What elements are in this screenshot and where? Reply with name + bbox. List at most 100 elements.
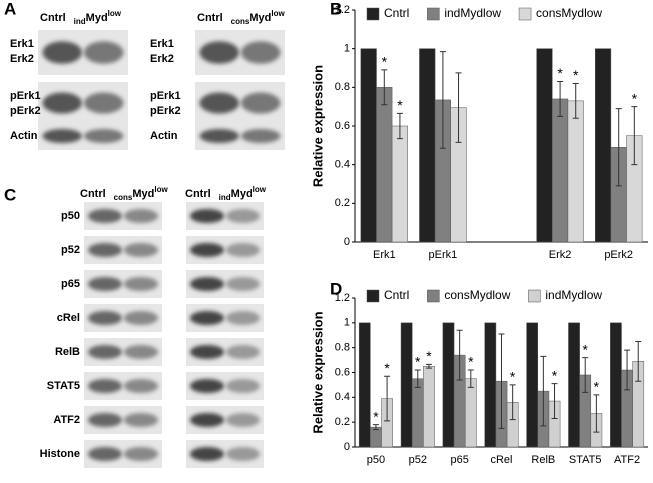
- y-tick-label: 0.4: [335, 159, 350, 171]
- y-tick-label: 0.6: [335, 120, 350, 132]
- x-tick-label: Erk2: [549, 249, 572, 261]
- blot-band: [189, 345, 225, 359]
- bar: [376, 87, 393, 243]
- sup: low: [154, 185, 168, 194]
- blot-band: [189, 447, 225, 461]
- bar: [411, 378, 424, 448]
- blot-row-label: Actin: [10, 130, 38, 142]
- panel-label: D: [330, 279, 342, 298]
- error-bar: [582, 357, 589, 393]
- error-bar: [381, 69, 388, 106]
- error-bar: [467, 369, 474, 388]
- blot-band: [225, 277, 261, 291]
- x-tick-label: pErk2: [604, 249, 633, 261]
- x-tick-label: STAT5: [569, 454, 602, 466]
- significance: *: [384, 360, 390, 376]
- blot-band: [240, 129, 281, 143]
- y-tick-label: 0.8: [335, 342, 350, 354]
- blot-row-label: STAT5: [47, 380, 80, 392]
- bar: [484, 322, 497, 448]
- panel-label: B: [330, 0, 342, 18]
- blot-band: [199, 92, 240, 114]
- bar: [536, 48, 553, 243]
- blot-band: [225, 447, 261, 461]
- bar: [442, 322, 455, 448]
- legend-swatch: [528, 289, 541, 303]
- blot-band: [87, 243, 123, 257]
- y-tick-label: 0.2: [335, 416, 350, 428]
- error-bar: [551, 383, 558, 419]
- significance: *: [594, 379, 600, 395]
- blot-band: [42, 92, 83, 114]
- blot-row-label: p50: [61, 210, 80, 222]
- y-tick-label: 0.2: [335, 197, 350, 209]
- y-tick-label: 1.2: [335, 4, 350, 16]
- bar: [358, 322, 371, 448]
- main: Myd: [249, 12, 271, 24]
- significance: *: [510, 369, 516, 385]
- panel-label: A: [4, 0, 16, 18]
- y-tick-label: 1: [344, 43, 350, 55]
- legend-swatch: [427, 289, 440, 303]
- blot-band: [123, 209, 159, 223]
- significance: *: [426, 348, 432, 364]
- y-tick-label: 0: [344, 236, 350, 248]
- blot-band: [225, 311, 261, 325]
- error-bar: [557, 81, 564, 117]
- panel-label: C: [4, 185, 16, 204]
- sup: low: [253, 185, 267, 194]
- bar: [568, 322, 580, 448]
- x-tick-label: pErk1: [429, 249, 458, 261]
- legend-label: Cntrl: [384, 6, 409, 20]
- blot-header: Cntrl consMydlow: [80, 185, 168, 202]
- blot-band: [123, 243, 159, 257]
- control-label: Cntrl: [197, 12, 223, 24]
- sub: ind: [74, 17, 86, 26]
- blot-band: [123, 447, 159, 461]
- error-bar: [414, 369, 421, 388]
- blot-band: [42, 129, 83, 143]
- blot-band: [189, 311, 225, 325]
- error-bar: [456, 329, 463, 381]
- blot-band: [189, 209, 225, 223]
- bar: [552, 98, 569, 243]
- error-bar: [635, 340, 642, 382]
- bar: [419, 48, 436, 243]
- control-label: Cntrl: [40, 12, 66, 24]
- blot-band: [87, 277, 123, 291]
- blot-row-label: pErk1: [10, 90, 41, 102]
- error-bar: [384, 375, 391, 422]
- blot-row-label: p65: [61, 278, 80, 290]
- blot-band: [42, 41, 83, 64]
- error-bar: [631, 106, 638, 166]
- significance: *: [415, 354, 421, 370]
- y-tick-label: 0: [344, 441, 350, 453]
- significance: *: [397, 97, 403, 113]
- error-bar: [615, 108, 622, 187]
- bar: [567, 100, 584, 243]
- blot-band: [240, 41, 281, 64]
- y-tick-label: 1.2: [335, 292, 350, 304]
- blot-band: [83, 129, 124, 143]
- y-axis-label: Relative expression: [310, 65, 325, 187]
- y-tick-label: 0.6: [335, 366, 350, 378]
- control-label: Cntrl: [80, 188, 106, 200]
- y-tick-label: 0.8: [335, 81, 350, 93]
- significance: *: [582, 341, 588, 357]
- significance: *: [632, 90, 638, 106]
- error-bar: [498, 333, 505, 429]
- blot-band: [87, 447, 123, 461]
- main: Myd: [86, 12, 108, 24]
- legend-label: Cntrl: [384, 288, 409, 302]
- blot-band: [123, 345, 159, 359]
- x-tick-label: p52: [409, 454, 427, 466]
- legend-swatch: [427, 7, 440, 21]
- x-tick-label: p50: [367, 454, 385, 466]
- legend-swatch: [366, 289, 380, 303]
- error-bar: [455, 72, 462, 143]
- blot-band: [87, 379, 123, 393]
- x-tick-label: cRel: [490, 454, 512, 466]
- blot-band: [87, 311, 123, 325]
- blot-band: [123, 277, 159, 291]
- bar: [595, 48, 612, 243]
